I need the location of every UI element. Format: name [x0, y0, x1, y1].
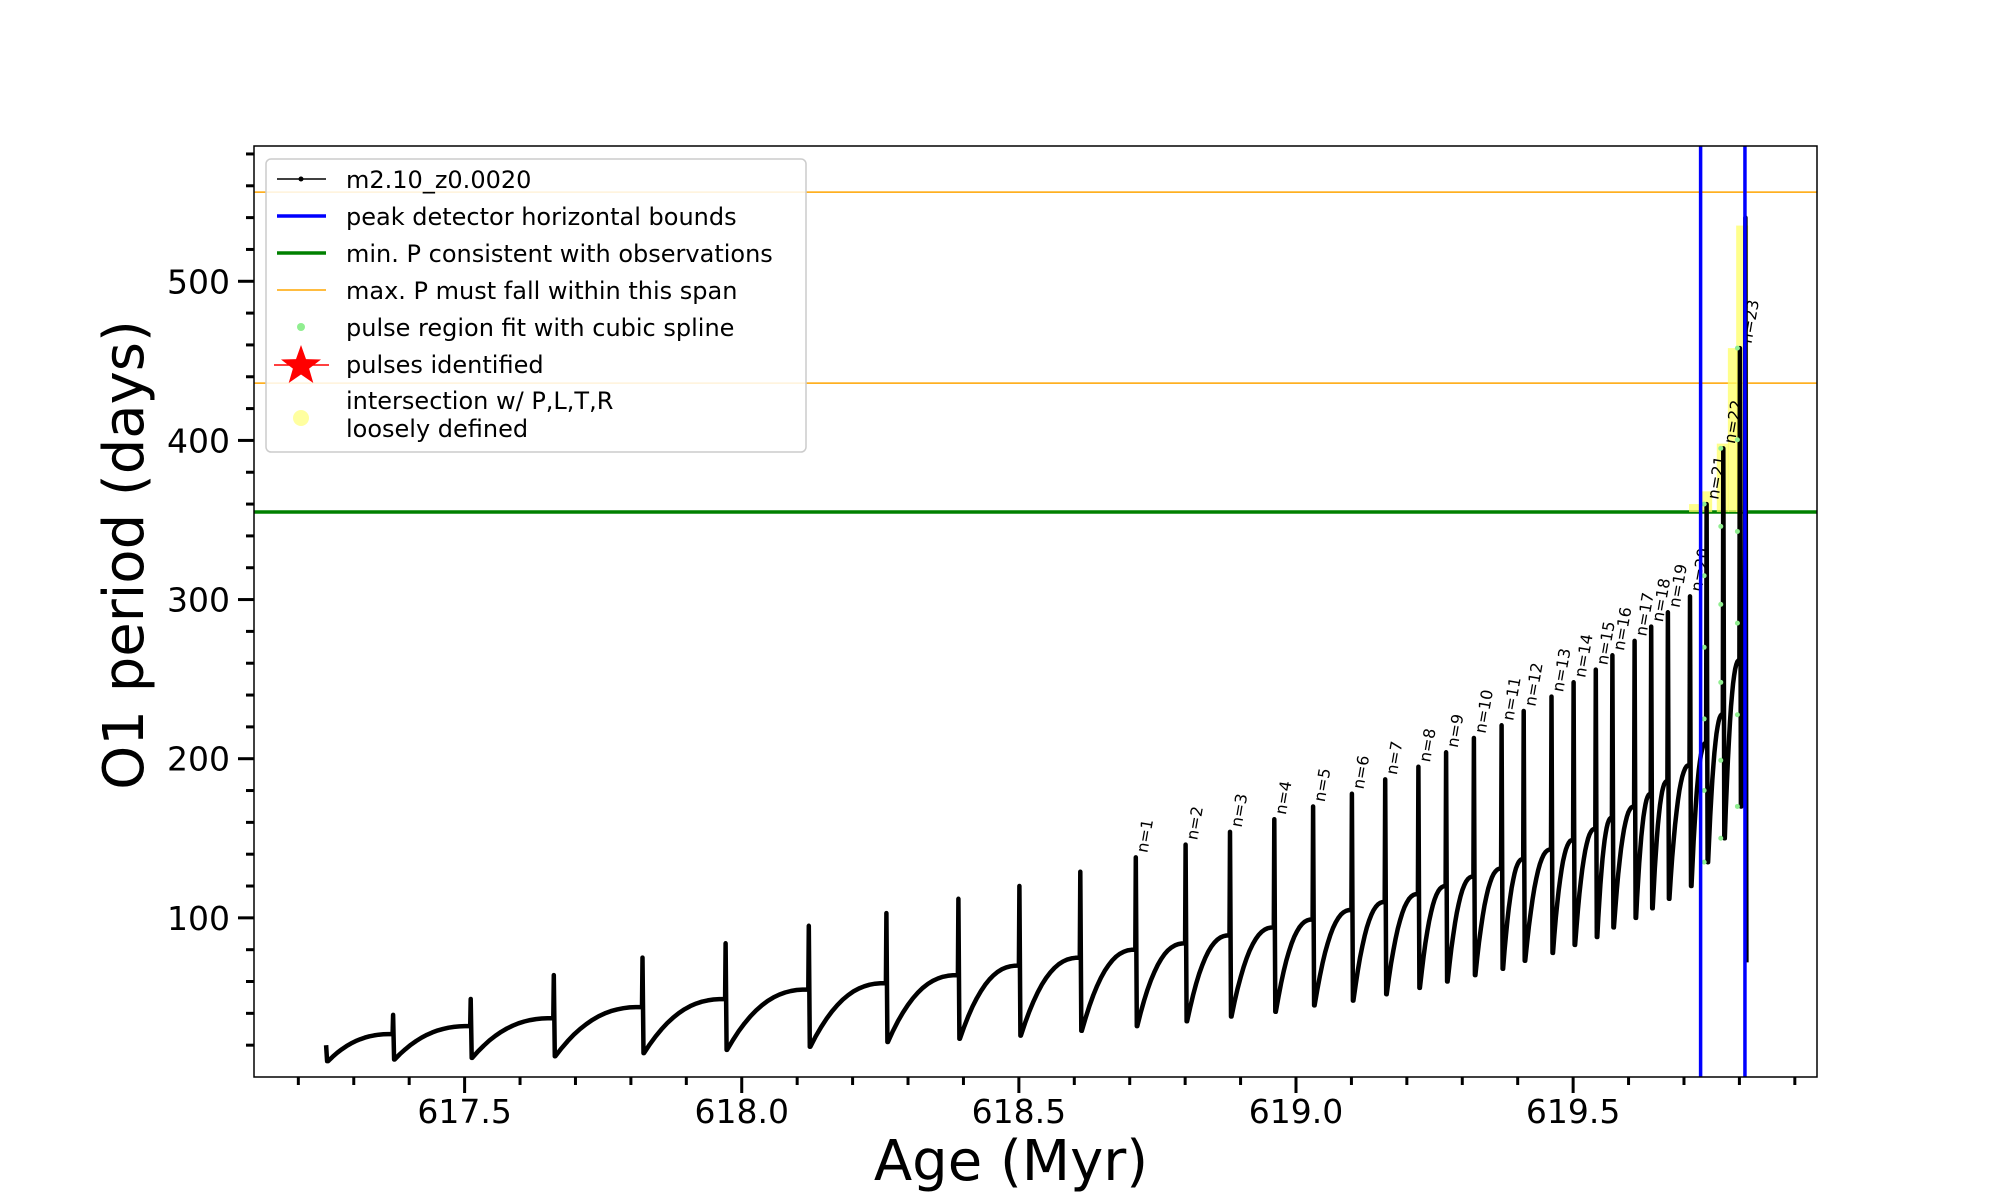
legend-box [265, 158, 807, 453]
y-tick-label-2: 300 [167, 581, 230, 620]
x-tick-label-3: 619.0 [1249, 1092, 1343, 1131]
legend-handle-marker [298, 176, 304, 182]
spline-fit-dot [1718, 523, 1724, 529]
legend-item-5: pulses identified [274, 345, 544, 383]
y-tick-label-1: 200 [167, 740, 230, 779]
spline-fit-dot [1718, 835, 1724, 841]
axes-frame [253, 145, 1818, 1078]
spline-fit-dot [1701, 859, 1707, 865]
spline-fit-dot [1701, 788, 1707, 794]
intersection-band-1 [1700, 491, 1713, 513]
legend-item-0: m2.10_z0.0020 [277, 166, 531, 194]
y-tick-label-4: 500 [167, 262, 230, 301]
x-axis-label: Age (Myr) [874, 1129, 1148, 1194]
spline-fit-dot [1734, 528, 1740, 534]
pulse-label-n=4: n=4 [1271, 779, 1296, 816]
pulse-label-n=1: n=1 [1133, 818, 1158, 855]
pulse-label-n=7: n=7 [1382, 740, 1407, 777]
legend-label-1: peak detector horizontal bounds [346, 203, 737, 231]
x-tick-label-4: 619.5 [1526, 1092, 1620, 1131]
pulse-label-n=9: n=9 [1443, 712, 1468, 749]
spline-fit-dot [1734, 803, 1740, 809]
spline-fit-dot [1734, 620, 1740, 626]
spline-fit-dot [1701, 501, 1707, 507]
spline-fit-dot [1718, 445, 1724, 451]
legend-item-3: max. P must fall within this span [277, 277, 737, 305]
legend-label-3: max. P must fall within this span [346, 277, 737, 305]
legend-handle-star [281, 345, 321, 383]
y-axis-label: O1 period (days) [92, 320, 157, 790]
pulse-label-n=3: n=3 [1227, 792, 1252, 829]
legend-label-4: pulse region fit with cubic spline [346, 314, 734, 342]
pulse-label-n=2: n=2 [1182, 805, 1207, 842]
pulse-label-n=6: n=6 [1349, 754, 1374, 791]
legend-label-2: min. P consistent with observations [346, 240, 773, 268]
pulse-label-n=12: n=12 [1520, 661, 1546, 708]
spline-fit-dot [1701, 573, 1707, 579]
x-tick-label-1: 618.0 [695, 1092, 789, 1131]
legend-item-2: min. P consistent with observations [277, 240, 773, 268]
legend-item-1: peak detector horizontal bounds [277, 203, 737, 231]
pulse-label-n=8: n=8 [1415, 727, 1440, 764]
legend-handle-dot [297, 323, 305, 331]
pulse-label-n=5: n=5 [1310, 767, 1335, 804]
pulse-labels: n=1 n=2 n=3 n=4 n=5 n=6 n=7 n=8 n=9 n=10 n=11n=12 n… [1133, 298, 1763, 854]
pulse-label-n=14: n=14 [1570, 632, 1596, 679]
spline-fit-dot [1718, 679, 1724, 685]
spline-fit-dot [1734, 345, 1740, 351]
pulse-label-n=10: n=10 [1471, 688, 1497, 735]
spline-fit-dot [1701, 716, 1707, 722]
spline-fit-dot [1718, 601, 1724, 607]
plot-inner: n=1 n=2 n=3 n=4 n=5 n=6 n=7 n=8 n=9 n=10 n=11n=12 n… [254, 146, 1817, 1077]
spline-fit-dot [1701, 644, 1707, 650]
legend-label-0: m2.10_z0.0020 [346, 166, 531, 194]
y-tick-label-0: 100 [167, 899, 230, 938]
x-tick-label-0: 617.5 [417, 1092, 511, 1131]
legend-item-4: pulse region fit with cubic spline [297, 314, 734, 342]
legend-label-6-line2: loosely defined [346, 415, 528, 443]
legend-handle-dot [293, 410, 309, 426]
x-tick-label-2: 618.5 [972, 1092, 1066, 1131]
legend-label-5: pulses identified [346, 351, 544, 379]
intersection-band-0 [1689, 504, 1702, 513]
series-line-m2.10 [323, 215, 1749, 1064]
spline-fit-dot [1734, 437, 1740, 443]
spline-fit-dot [1734, 712, 1740, 718]
y-tick-label-3: 400 [167, 421, 230, 460]
legend-label-6: intersection w/ P,L,T,R [346, 387, 613, 415]
axes: 617.5 618.0 618.5 619.0 619.5 100 200 300 400 500 [167, 145, 1818, 1131]
spline-fit-dot [1718, 757, 1724, 763]
plot-area: n=1 n=2 n=3 n=4 n=5 n=6 n=7 n=8 n=9 n=10 n=11n=12 n… [254, 146, 1817, 1077]
